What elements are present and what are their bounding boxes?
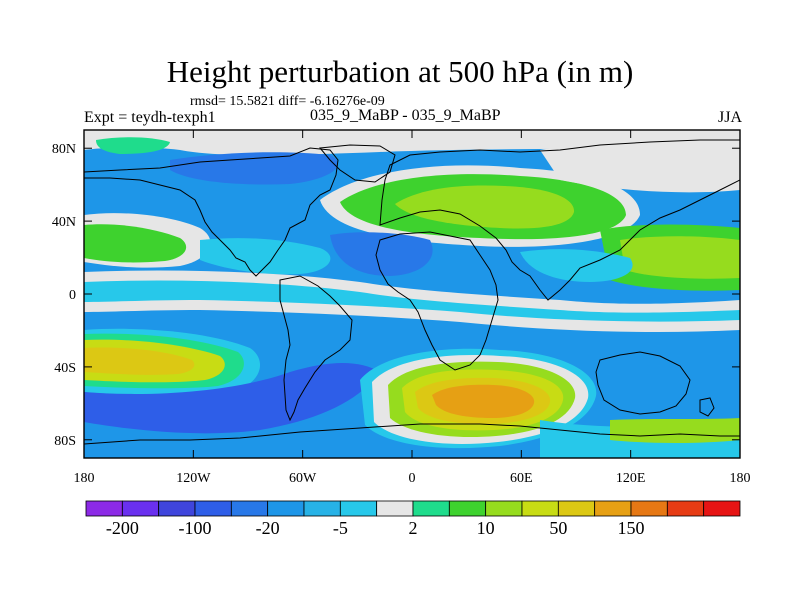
season-label: JJA [717,109,742,126]
contour-antarctic-high [610,418,740,443]
contour-eurasian-ridge-inner [395,185,575,229]
colorbar-label: 50 [549,518,567,538]
colorbar-label: -200 [106,518,139,538]
y-tick-label: 0 [69,288,76,303]
colorbar-swatch [703,500,741,517]
colorbar-swatch [376,500,414,517]
colorbar: -200 -100 -20 -5 2 10 50 150 [85,500,741,538]
x-tick-label: 60W [289,471,317,486]
y-tick-label: 80N [52,142,76,157]
coastline-new-zealand [699,397,715,417]
chart-stats: rmsd= 15.5821 diff= -6.16276e-09 [190,94,385,109]
colorbar-swatch [412,500,450,517]
colorbar-label: -5 [333,518,348,538]
colorbar-label: 150 [618,518,645,538]
colorbar-swatch [594,500,632,517]
chart-title: Height perturbation at 500 hPa (in m) [166,54,634,89]
colorbar-swatch [303,500,341,517]
x-tick-label: 120E [616,471,646,486]
y-axis: 80N 40N 0 40S 80S [52,142,740,449]
colorbar-swatch [339,500,378,517]
coastline-greenland [319,144,396,183]
colorbar-swatch [630,500,668,517]
x-tick-label: 60E [510,471,533,486]
colorbar-label: -20 [256,518,280,538]
x-tick-label: 120W [176,471,211,486]
contour-tropical-band [84,280,740,322]
contour-arctic-low [170,152,338,185]
colorbar-swatch [521,500,559,517]
experiment-label: Expt = teydh-texph1 [84,109,216,126]
colorbar-swatch [158,500,196,517]
y-tick-label: 40N [52,215,76,230]
contour-northeast-neutral [540,140,740,193]
colorbar-label: 2 [409,518,418,538]
colorbar-swatch [267,500,305,517]
coastlines [84,139,740,445]
contour-west-atlantic-low [330,232,433,276]
contour-southern-ocean-low [84,363,380,434]
coastline-australia [595,351,691,415]
coastline-north-america [84,147,339,277]
x-tick-label: 180 [74,471,95,486]
colorbar-label: -100 [179,518,212,538]
colorbar-swatch [85,500,123,517]
x-tick-label: 180 [730,471,751,486]
coastline-eurasia [379,139,740,301]
colorbar-swatch [230,500,269,517]
comparison-label: 035_9_MaBP - 035_9_MaBP [310,107,501,124]
colorbar-swatch [557,500,596,517]
contour-field [84,130,740,458]
x-tick-label: 0 [409,471,416,486]
coastline-south-america [279,275,353,422]
contour-arctic-neutral [84,130,740,156]
coastline-africa [375,231,499,371]
colorbar-swatch [121,500,160,517]
y-tick-label: 80S [54,434,76,449]
contour-north-pacific-ridge-inner [84,224,187,263]
contour-northeast-ridge-inner [620,236,740,279]
colorbar-swatch [485,500,523,517]
contour-north-american-band [200,238,331,275]
colorbar-swatch [194,500,232,517]
contour-southern-high-peak [432,384,535,418]
y-tick-label: 40S [54,361,76,376]
x-axis: 180 120W 60W 0 60E 120E 180 [74,130,751,486]
colorbar-swatch [448,500,487,517]
contour-arctic-high [96,137,170,154]
colorbar-swatch [666,500,705,517]
colorbar-label: 10 [477,518,495,538]
coastline-antarctica [84,423,740,445]
contour-south-pacific-high-peak [84,347,195,375]
